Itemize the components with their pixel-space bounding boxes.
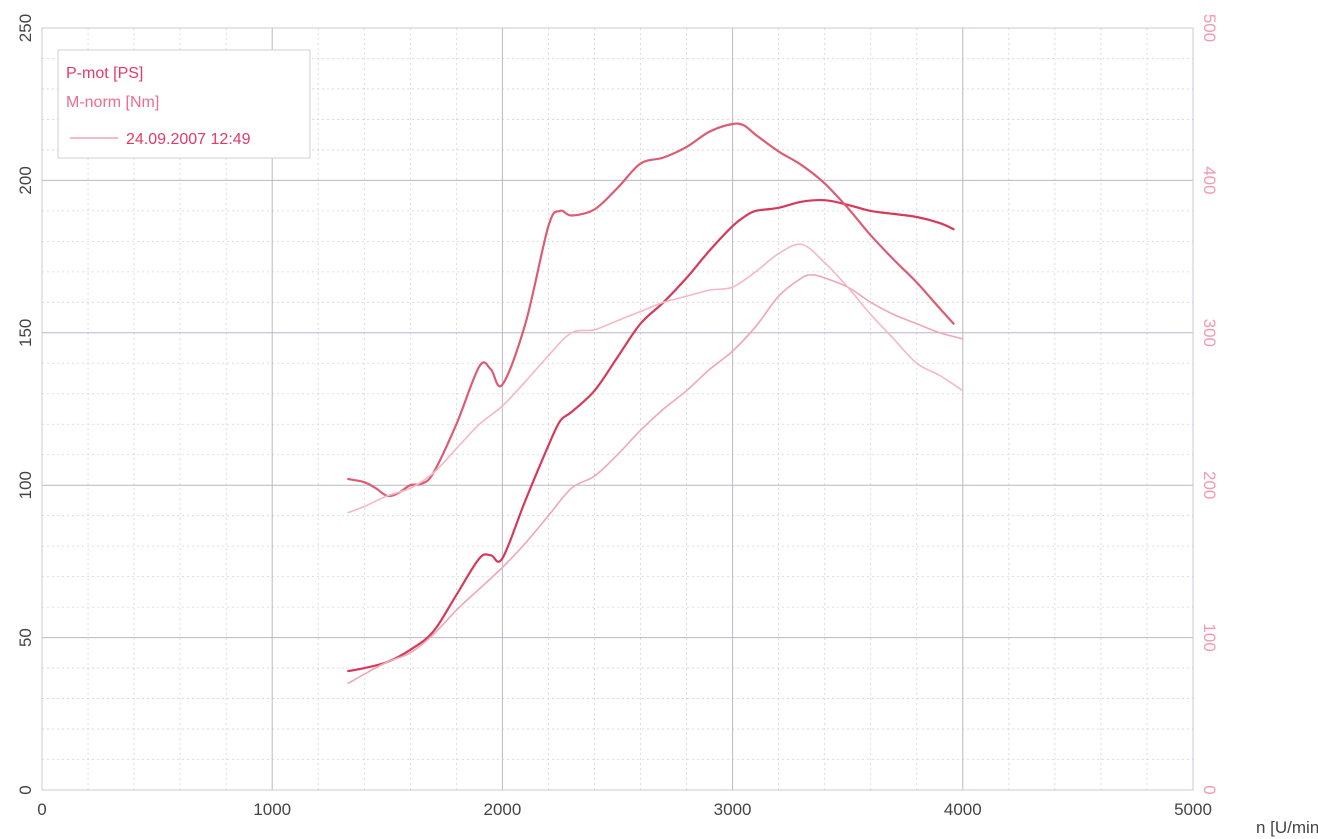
legend-run-label: 24.09.2007 12:49 bbox=[126, 131, 251, 148]
legend-torque-label: M-norm [Nm] bbox=[66, 94, 159, 111]
x-tick-label: 1000 bbox=[253, 800, 291, 819]
chart-legend: P-mot [PS] M-norm [Nm] 24.09.2007 12:49 bbox=[57, 49, 311, 159]
right-y-tick-label: 0 bbox=[1200, 785, 1219, 794]
series-layer bbox=[347, 122, 964, 685]
x-tick-label: 0 bbox=[37, 800, 46, 819]
x-tick-label: 3000 bbox=[714, 800, 752, 819]
right-y-tick-label: 100 bbox=[1200, 623, 1219, 651]
x-tick-label: 5000 bbox=[1174, 800, 1212, 819]
right-y-axis-ticks: 0 100 200 300 400 500 bbox=[1200, 14, 1219, 795]
series-line-right-light bbox=[347, 243, 964, 514]
series-line-left-light bbox=[347, 274, 964, 685]
x-axis-label: n [U/min] bbox=[1256, 818, 1318, 837]
right-y-tick-label: 300 bbox=[1200, 319, 1219, 347]
left-y-tick-label: 250 bbox=[16, 14, 35, 42]
left-y-tick-label: 0 bbox=[16, 785, 35, 794]
minor-grid bbox=[42, 28, 1193, 790]
left-y-tick-label: 100 bbox=[16, 471, 35, 499]
left-y-axis-ticks: 0 50 100 150 200 250 bbox=[16, 14, 35, 795]
left-y-tick-label: 150 bbox=[16, 319, 35, 347]
right-y-tick-label: 500 bbox=[1200, 14, 1219, 42]
plot-frame bbox=[41, 27, 1194, 791]
x-axis-ticks: 0 1000 2000 3000 4000 5000 bbox=[37, 800, 1212, 819]
right-y-tick-label: 400 bbox=[1200, 166, 1219, 194]
left-y-tick-label: 50 bbox=[16, 628, 35, 647]
left-y-tick-label: 200 bbox=[16, 166, 35, 194]
legend-box bbox=[57, 49, 311, 159]
x-tick-label: 2000 bbox=[483, 800, 521, 819]
right-y-tick-label: 200 bbox=[1200, 471, 1219, 499]
x-tick-label: 4000 bbox=[944, 800, 982, 819]
series-line-left-dark bbox=[347, 198, 955, 673]
legend-power-label: P-mot [PS] bbox=[66, 65, 143, 82]
series-line-right-dark bbox=[347, 122, 955, 498]
